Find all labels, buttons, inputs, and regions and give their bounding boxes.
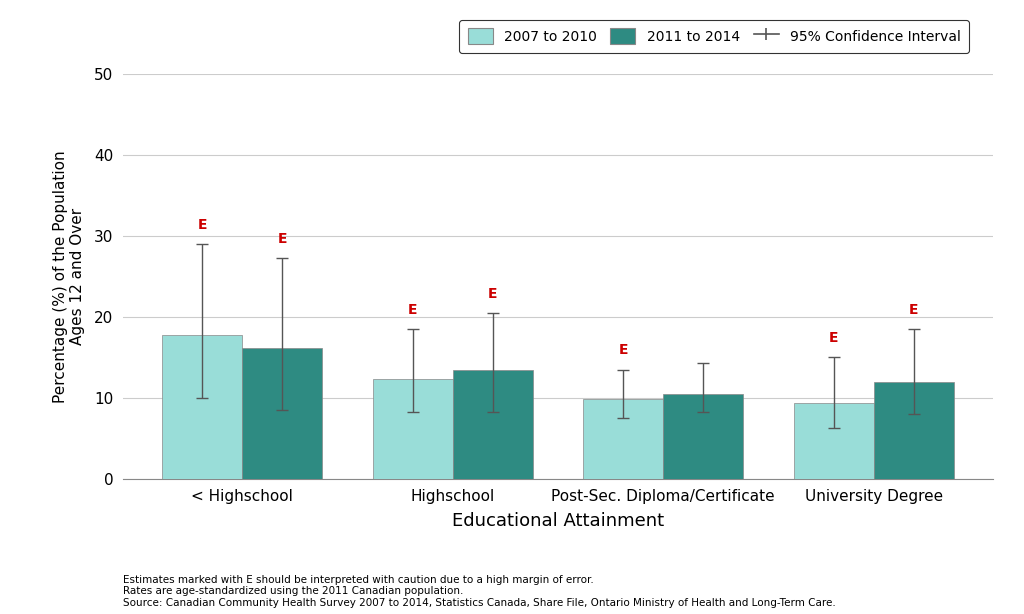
Bar (873, 382, 953, 479)
X-axis label: Educational Attainment: Educational Attainment (452, 512, 665, 530)
Text: E: E (909, 303, 919, 317)
Bar (163, 335, 243, 479)
Text: Estimates marked with E should be interpreted with caution due to a high margin : Estimates marked with E should be interp… (123, 575, 836, 608)
Bar (584, 398, 664, 479)
Bar (373, 379, 453, 479)
Bar (243, 348, 323, 479)
Text: E: E (278, 232, 287, 246)
Text: E: E (618, 343, 628, 357)
Bar (664, 394, 743, 479)
Text: E: E (198, 218, 207, 231)
Y-axis label: Percentage (%) of the Population
Ages 12 and Over: Percentage (%) of the Population Ages 12… (53, 150, 85, 403)
Bar (794, 403, 873, 479)
Text: E: E (488, 287, 498, 301)
Text: E: E (829, 331, 839, 345)
Text: E: E (409, 303, 418, 317)
Bar (453, 370, 532, 479)
Legend: 2007 to 2010, 2011 to 2014, 95% Confidence Interval: 2007 to 2010, 2011 to 2014, 95% Confiden… (460, 20, 969, 53)
